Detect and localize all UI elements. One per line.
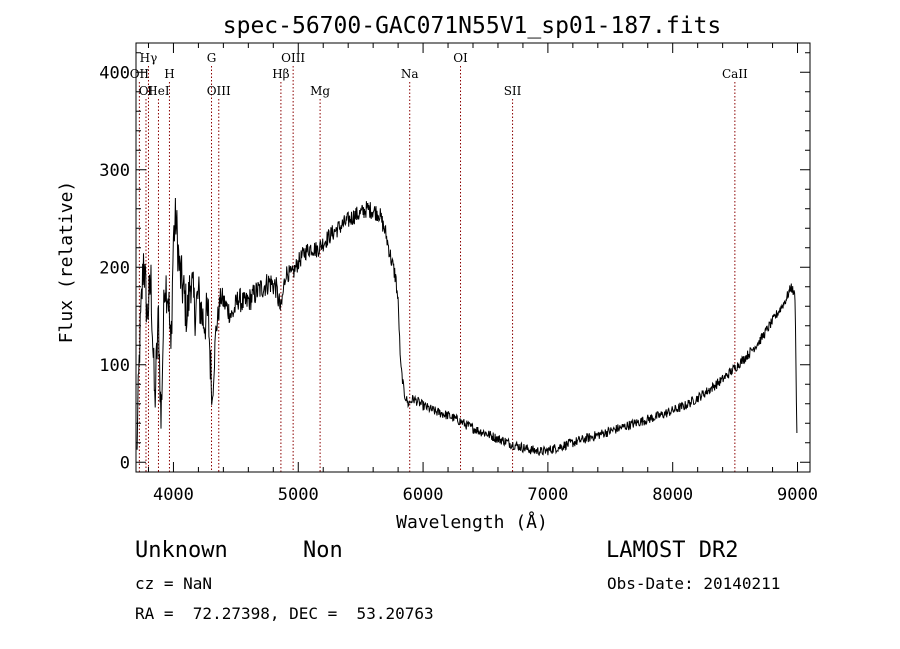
line-label: Hγ xyxy=(140,51,158,65)
line-label: Hβ xyxy=(272,67,289,81)
survey-name: LAMOST DR2 xyxy=(606,538,739,563)
x-tick-label: 6000 xyxy=(403,485,444,505)
y-axis: 0 100 200 300 400 xyxy=(99,52,810,473)
ra-dec-coordinates: RA = 72.27398, DEC = 53.20763 xyxy=(135,604,434,623)
line-label: HeI xyxy=(147,84,170,98)
x-tick-label: 4000 xyxy=(153,485,194,505)
line-label: G xyxy=(207,51,217,65)
object-class: Unknown xyxy=(135,538,228,563)
line-label: H xyxy=(164,67,174,81)
line-label: OIII xyxy=(281,51,305,65)
spectrum-line xyxy=(136,197,798,456)
chart-title: spec-56700-GAC071N55V1_sp01-187.fits xyxy=(223,13,722,39)
y-tick-label: 300 xyxy=(99,161,130,181)
line-label: OII xyxy=(130,67,150,81)
y-tick-label: 100 xyxy=(99,356,130,376)
line-label: OI xyxy=(453,51,468,65)
line-label: CaII xyxy=(722,67,748,81)
object-subclass: Non xyxy=(303,538,343,563)
x-tick-label: 7000 xyxy=(527,485,568,505)
y-tick-label: 400 xyxy=(99,63,130,83)
line-label: OIII xyxy=(207,84,231,98)
line-label: Mg xyxy=(310,84,330,98)
x-axis: 4000 5000 6000 7000 8000 9000 xyxy=(147,43,818,505)
x-tick-label: 5000 xyxy=(278,485,319,505)
line-label: SII xyxy=(504,84,522,98)
y-tick-label: 0 xyxy=(120,453,130,473)
y-tick-label: 200 xyxy=(99,258,130,278)
x-axis-label: Wavelength (Å) xyxy=(396,511,548,533)
line-label: Na xyxy=(401,67,419,81)
x-tick-label: 9000 xyxy=(777,485,818,505)
x-tick-label: 8000 xyxy=(652,485,693,505)
obs-date: Obs-Date: 20140211 xyxy=(607,574,781,593)
redshift-cz: cz = NaN xyxy=(135,574,213,593)
y-axis-label: Flux (relative) xyxy=(56,181,77,344)
line-label: OI xyxy=(139,84,154,98)
plot-frame xyxy=(135,42,811,473)
